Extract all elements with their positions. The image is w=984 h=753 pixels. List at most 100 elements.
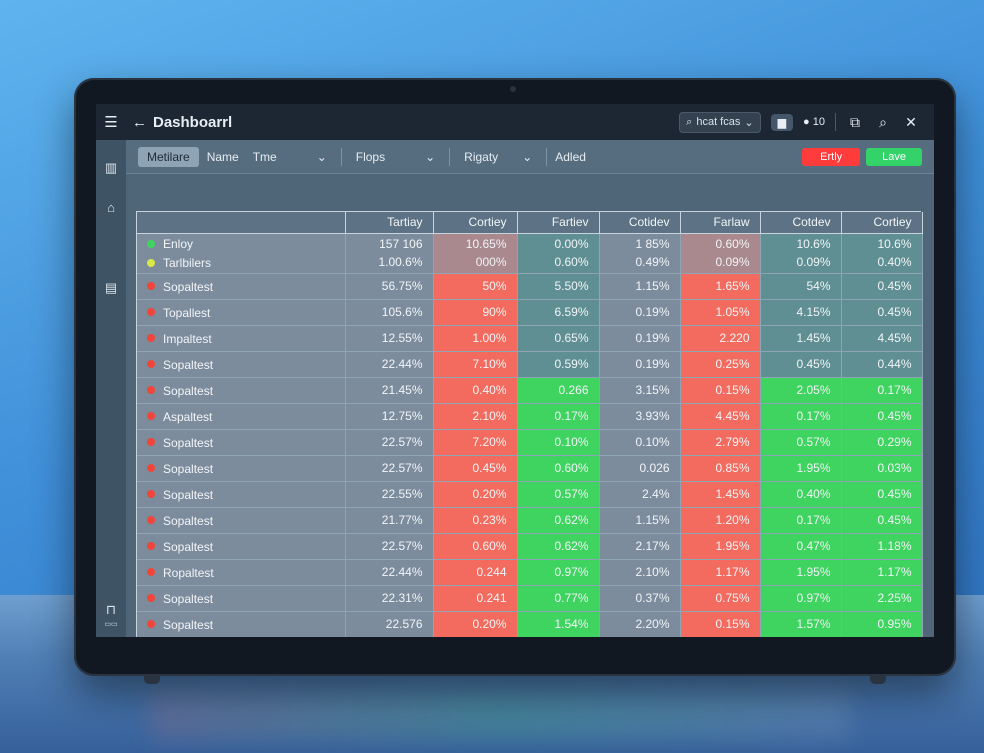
- chevron-down-icon: ⌄: [316, 149, 327, 164]
- table-cell: 0.47%: [760, 533, 842, 560]
- row-label: Aspaltest: [163, 409, 213, 424]
- table-cell: 2.10%: [599, 559, 681, 586]
- notification-count[interactable]: ● 10: [803, 116, 825, 128]
- row-label: Tarlbilers: [163, 255, 212, 270]
- table-cell: 0.45%: [841, 481, 923, 508]
- row-label: Sopaltest: [163, 279, 214, 294]
- table-cell: 0.75%: [680, 585, 761, 612]
- chevron-down-icon: ⌄: [522, 149, 533, 164]
- table-cell: 1.15%: [599, 507, 681, 534]
- table-row[interactable]: Impaltest 12.55% 1.00% 0.65% 0.19% 2.220 1.45%…: [137, 325, 923, 352]
- row-name-cell: Sopaltest: [137, 481, 346, 508]
- table-row[interactable]: Sopaltest 22.55% 0.20% 0.57% 2.4% 1.45% 0.40% 0…: [137, 481, 923, 508]
- column-header[interactable]: Cortiey: [841, 212, 923, 234]
- table-cell: 0.03%: [841, 455, 923, 482]
- row-name-cell: Sopaltest: [137, 429, 346, 456]
- toggle-pill[interactable]: ▆: [770, 113, 794, 131]
- table-row[interactable]: Sopaltest 22.57% 7.20% 0.10% 0.10% 2.79% 0.57%…: [137, 429, 923, 456]
- table-cell: 0.19%: [599, 351, 681, 378]
- table-cell: 1.18%: [841, 533, 923, 560]
- column-header[interactable]: Farlaw: [680, 212, 761, 234]
- props-dropdown[interactable]: Flops ⌄: [350, 150, 441, 164]
- status-dot-icon: [147, 542, 155, 551]
- close-icon[interactable]: ✕: [905, 113, 917, 130]
- title-bar: ☰ ← Dashboarrl ⌕ hcat fcas ⌄ ▆ ● 10 ⧉ ⌕ …: [96, 104, 934, 140]
- table-row[interactable]: Sopaltest 21.77% 0.23% 0.62% 1.15% 1.20% 0.17%…: [137, 507, 923, 534]
- status-dot-icon: [147, 282, 155, 291]
- time-dropdown[interactable]: Tme ⌄: [247, 150, 333, 164]
- table-row[interactable]: Ropaltest 22.44% 0.244 0.97% 2.10% 1.17% 1.95%…: [137, 559, 923, 586]
- search-text: hcat fcas: [696, 116, 741, 128]
- table-cell: 56.75%: [345, 273, 434, 300]
- search-icon[interactable]: ⌕: [879, 113, 887, 130]
- table-cell: 21.77%: [345, 507, 434, 534]
- table-row[interactable]: Topallest 105.6% 90% 6.59% 0.19% 1.05% 4.15% 0.…: [137, 299, 923, 326]
- clipboard-icon[interactable]: ▤: [104, 280, 118, 295]
- table-row[interactable]: Sopaltest 21.45% 0.40% 0.266 3.15% 0.15% 2.05%…: [137, 377, 923, 404]
- table-row[interactable]: Sopaltest 22.31% 0.241 0.77% 0.37% 0.75% 0.97%…: [137, 585, 923, 612]
- table-cell: 1.95%: [760, 455, 842, 482]
- row-label: Impaltest: [163, 331, 212, 346]
- table-cell: 0.19%: [599, 325, 681, 352]
- status-dot-icon: [147, 568, 155, 577]
- table-cell: 12.55%: [345, 325, 434, 352]
- lock-icon[interactable]: ⊓: [105, 602, 117, 617]
- filter-bar: Metilare Name Tme ⌄ Flops ⌄ Rigaty ⌄ Adl…: [126, 140, 934, 174]
- status-dot-icon: [147, 516, 155, 525]
- table-row[interactable]: Aspaltest 12.75% 2.10% 0.17% 3.93% 4.45% 0.17%…: [137, 403, 923, 430]
- row-name-cell: Aspaltest: [137, 403, 346, 430]
- column-header[interactable]: Cortiey: [433, 212, 518, 234]
- table-cell: 0.97%: [517, 559, 600, 586]
- row-label: Ropaltest: [163, 565, 214, 580]
- table-cell: 0.45%: [841, 299, 923, 326]
- back-arrow-icon[interactable]: ←: [132, 113, 147, 131]
- table-cell: 2.05%: [760, 377, 842, 404]
- column-header[interactable]: Fartiev: [517, 212, 600, 234]
- table-cell: 50%: [433, 273, 518, 300]
- table-cell: 22.576: [345, 611, 434, 637]
- column-header[interactable]: [137, 212, 346, 234]
- table-cell: 0.15%: [680, 377, 761, 404]
- table-row[interactable]: Sopaltest 22.57% 0.45% 0.60% 0.026 0.85% 1.95%…: [137, 455, 923, 482]
- cell-value: 1 85%: [635, 237, 670, 251]
- table-cell: 0.37%: [599, 585, 681, 612]
- added-filter[interactable]: Adled: [555, 149, 586, 164]
- green-action-button[interactable]: Lave: [866, 147, 922, 166]
- column-header[interactable]: Cotdev: [760, 212, 842, 234]
- status-dot-icon: [147, 386, 155, 395]
- table-cell: 0.45%: [841, 403, 923, 430]
- table-row[interactable]: Sopaltest 22.576 0.20% 1.54% 2.20% 0.15% 1.57%…: [137, 611, 923, 637]
- rigaty-label: Rigaty: [464, 149, 499, 164]
- sidebar: ▥ ⌂ ▤ ⊓ ▭▭: [96, 140, 126, 637]
- status-dot-icon: [147, 620, 155, 629]
- building-icon[interactable]: ▥: [104, 160, 118, 175]
- home-icon[interactable]: ⌂: [107, 200, 115, 215]
- status-dot-icon: [147, 438, 155, 447]
- red-action-button[interactable]: Ertly: [802, 147, 861, 166]
- table-cell: 0.17%: [841, 377, 923, 404]
- table-row[interactable]: Sopaltest 22.57% 0.60% 0.62% 2.17% 1.95% 0.47%…: [137, 533, 923, 560]
- column-header[interactable]: Cotidev: [599, 212, 681, 234]
- status-dot-icon: [147, 464, 155, 473]
- filter-chip-metilare[interactable]: Metilare: [138, 146, 199, 167]
- filter-name[interactable]: Name: [206, 149, 239, 164]
- row-label: Sopaltest: [163, 513, 214, 528]
- row-label: Sopaltest: [163, 617, 214, 632]
- table-cell: 0.57%: [517, 481, 600, 508]
- rigaty-dropdown[interactable]: Rigaty ⌄: [458, 150, 538, 164]
- search-box[interactable]: ⌕ hcat fcas ⌄: [679, 111, 761, 133]
- table-cell: 0.23%: [433, 507, 518, 534]
- divider: [449, 147, 451, 166]
- menu-icon[interactable]: ☰: [104, 114, 118, 131]
- cell-value: 0.40%: [877, 255, 912, 269]
- column-header[interactable]: Tartiay: [345, 212, 434, 234]
- table-cell: 4.45%: [680, 403, 761, 430]
- table-cell: 0.15%: [680, 611, 761, 637]
- copy-icon[interactable]: ⧉: [850, 113, 860, 130]
- table-row[interactable]: Sopaltest 56.75% 50% 5.50% 1.15% 1.65% 54% 0.45…: [137, 273, 923, 300]
- summary-row[interactable]: Enloy Tarlbilers 157 106 1.00.6% 10.65% 000% 0…: [137, 233, 923, 274]
- table-cell: 0.241: [433, 585, 518, 612]
- table-cell: 0.65%: [517, 325, 600, 352]
- table-row[interactable]: Sopaltest 22.44% 7.10% 0.59% 0.19% 0.25% 0.45%…: [137, 351, 923, 378]
- table-cell: 1.17%: [680, 559, 761, 586]
